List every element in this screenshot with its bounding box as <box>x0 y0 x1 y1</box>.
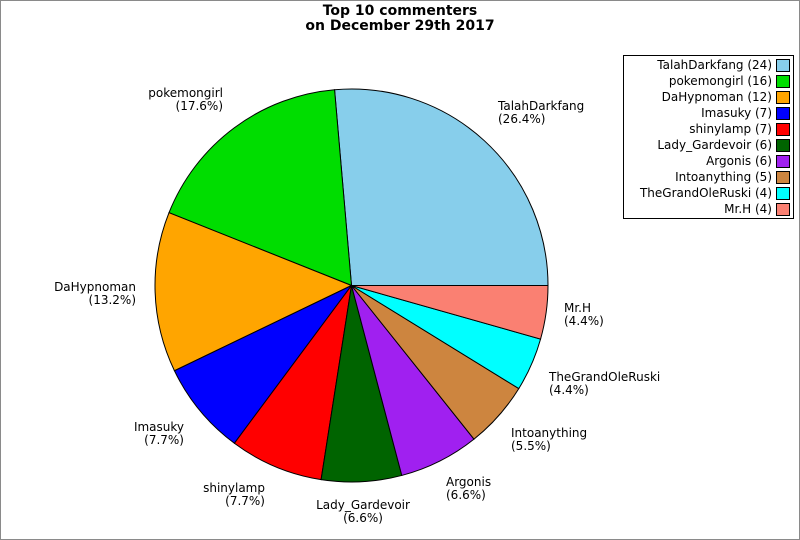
slice-label-pokemongirl: pokemongirl (17.6%) <box>148 87 223 113</box>
legend-item-Imasuky: Imasuky (7) <box>626 105 791 121</box>
slice-label-Argonis: Argonis (6.6%) <box>446 476 491 502</box>
slice-label-name: Lady_Gardevoir <box>316 498 410 512</box>
slice-label-percent: (13.2%) <box>88 293 136 307</box>
slice-label-Lady_Gardevoir: Lady_Gardevoir (6.6%) <box>316 499 410 525</box>
slice-label-TalahDarkfang: TalahDarkfang (26.4%) <box>498 100 584 126</box>
chart-title-line1: Top 10 commenters <box>322 3 478 19</box>
slice-label-name: pokemongirl <box>148 86 223 100</box>
pie-slice-TalahDarkfang <box>334 88 549 286</box>
legend-label: Imasuky (7) <box>701 106 772 120</box>
legend-swatch <box>776 106 790 120</box>
legend-swatch <box>776 154 790 168</box>
pie-slice-shinylamp <box>233 285 352 481</box>
slice-label-DaHypnoman: DaHypnoman (13.2%) <box>54 281 136 307</box>
slice-label-name: TalahDarkfang <box>498 99 585 113</box>
slice-label-percent: (4.4%) <box>564 314 604 328</box>
slice-label-percent: (6.6%) <box>446 488 486 502</box>
legend-label: pokemongirl (16) <box>668 74 772 88</box>
legend-item-DaHypnoman: DaHypnoman (12) <box>626 89 791 105</box>
legend-label: Lady_Gardevoir (6) <box>657 138 772 152</box>
legend-swatch <box>776 58 790 72</box>
legend-item-Mr.H: Mr.H (4) <box>626 201 791 217</box>
chart-title: Top 10 commenters on December 29th 2017 <box>1 4 799 34</box>
slice-label-percent: (4.4%) <box>549 383 589 397</box>
legend-label: Intoanything (5) <box>675 170 772 184</box>
legend-item-Argonis: Argonis (6) <box>626 153 791 169</box>
legend-swatch <box>776 90 790 104</box>
legend-swatch <box>776 122 790 136</box>
slice-label-name: DaHypnoman <box>54 280 136 294</box>
legend-swatch <box>776 170 790 184</box>
slice-label-percent: (26.4%) <box>498 112 546 126</box>
slice-label-Imasuky: Imasuky (7.7%) <box>134 421 184 447</box>
legend-label: TheGrandOleRuski (4) <box>639 186 772 200</box>
legend-item-TalahDarkfang: TalahDarkfang (24) <box>626 57 791 73</box>
legend-label: Mr.H (4) <box>724 202 772 216</box>
legend-item-shinylamp: shinylamp (7) <box>626 121 791 137</box>
pie-slice-pokemongirl <box>168 89 353 287</box>
pie-slice-Mr.H <box>351 285 549 340</box>
slice-label-name: Mr.H <box>564 301 592 315</box>
slice-label-name: TheGrandOleRuski <box>549 370 661 384</box>
legend-label: Argonis (6) <box>706 154 772 168</box>
legend-swatch <box>776 202 790 216</box>
legend-item-Lady_Gardevoir: Lady_Gardevoir (6) <box>626 137 791 153</box>
slice-label-TheGrandOleRuski: TheGrandOleRuski (4.4%) <box>549 371 660 397</box>
legend-swatch <box>776 186 790 200</box>
slice-label-name: Imasuky <box>133 420 184 434</box>
chart-title-line2: on December 29th 2017 <box>305 18 495 34</box>
slice-label-percent: (7.7%) <box>225 494 265 508</box>
legend-item-TheGrandOleRuski: TheGrandOleRuski (4) <box>626 185 791 201</box>
legend-item-Intoanything: Intoanything (5) <box>626 169 791 185</box>
legend-label: DaHypnoman (12) <box>661 90 772 104</box>
legend-swatch <box>776 74 790 88</box>
slice-label-name: Argonis <box>446 475 492 489</box>
legend-swatch <box>776 138 790 152</box>
slice-label-Mr.H: Mr.H (4.4%) <box>564 302 604 328</box>
legend-label: shinylamp (7) <box>689 122 772 136</box>
slice-label-Intoanything: Intoanything (5.5%) <box>511 427 587 453</box>
legend-item-pokemongirl: pokemongirl (16) <box>626 73 791 89</box>
slice-label-percent: (17.6%) <box>175 99 223 113</box>
slice-label-name: shinylamp <box>203 481 265 495</box>
legend: TalahDarkfang (24) pokemongirl (16) DaHypn… <box>623 55 794 219</box>
slice-label-name: Intoanything <box>511 426 588 440</box>
slice-label-shinylamp: shinylamp (7.7%) <box>203 482 265 508</box>
slice-label-percent: (7.7%) <box>144 433 184 447</box>
legend-label: TalahDarkfang (24) <box>657 58 772 72</box>
slice-label-percent: (6.6%) <box>343 511 383 525</box>
pie-slice-DaHypnoman <box>154 212 353 372</box>
slice-label-percent: (5.5%) <box>511 439 551 453</box>
pie-slice-Imasuky <box>173 285 352 444</box>
